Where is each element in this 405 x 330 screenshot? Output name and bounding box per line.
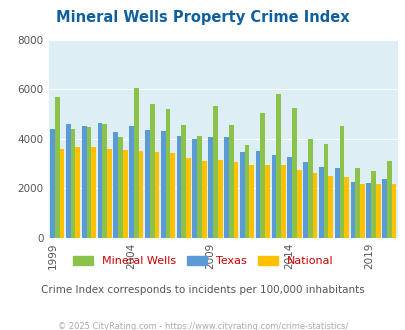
Bar bbox=[350, 182, 354, 238]
Bar bbox=[123, 150, 127, 238]
Bar bbox=[165, 109, 170, 238]
Bar bbox=[343, 177, 348, 238]
Bar bbox=[160, 131, 165, 238]
Bar bbox=[287, 157, 291, 238]
Bar bbox=[70, 129, 75, 238]
Bar bbox=[102, 124, 107, 238]
Bar bbox=[201, 161, 206, 238]
Bar bbox=[55, 96, 60, 238]
Bar bbox=[81, 126, 86, 238]
Bar bbox=[318, 167, 323, 238]
Bar bbox=[91, 147, 96, 238]
Bar bbox=[303, 162, 307, 238]
Bar bbox=[233, 162, 238, 238]
Bar bbox=[134, 88, 139, 238]
Bar bbox=[239, 152, 244, 238]
Text: © 2025 CityRating.com - https://www.cityrating.com/crime-statistics/: © 2025 CityRating.com - https://www.city… bbox=[58, 322, 347, 330]
Bar bbox=[139, 151, 143, 238]
Bar bbox=[129, 126, 134, 238]
Bar bbox=[50, 129, 55, 238]
Bar bbox=[381, 180, 386, 238]
Bar bbox=[244, 145, 249, 238]
Bar bbox=[208, 137, 213, 238]
Bar bbox=[375, 184, 380, 238]
Bar bbox=[118, 137, 123, 238]
Legend: Mineral Wells, Texas, National: Mineral Wells, Texas, National bbox=[68, 251, 337, 271]
Bar bbox=[386, 161, 391, 238]
Text: Mineral Wells Property Crime Index: Mineral Wells Property Crime Index bbox=[56, 10, 349, 25]
Bar bbox=[255, 151, 260, 238]
Bar bbox=[365, 183, 370, 238]
Bar bbox=[339, 126, 343, 238]
Bar bbox=[181, 125, 185, 238]
Bar bbox=[60, 148, 64, 238]
Bar bbox=[323, 144, 328, 238]
Bar bbox=[312, 173, 317, 238]
Bar bbox=[145, 130, 149, 238]
Bar bbox=[185, 158, 190, 238]
Bar bbox=[192, 139, 197, 238]
Bar bbox=[328, 176, 333, 238]
Bar bbox=[296, 170, 301, 238]
Bar bbox=[228, 125, 233, 238]
Bar bbox=[370, 171, 375, 238]
Bar bbox=[275, 94, 280, 238]
Text: Crime Index corresponds to incidents per 100,000 inhabitants: Crime Index corresponds to incidents per… bbox=[41, 285, 364, 295]
Bar bbox=[170, 153, 175, 238]
Bar bbox=[271, 155, 275, 238]
Bar bbox=[113, 132, 118, 238]
Bar bbox=[260, 113, 264, 238]
Bar bbox=[86, 127, 91, 238]
Bar bbox=[264, 165, 269, 238]
Bar bbox=[197, 136, 201, 238]
Bar bbox=[334, 168, 339, 238]
Bar bbox=[391, 184, 395, 238]
Bar bbox=[213, 106, 217, 238]
Bar bbox=[280, 165, 285, 238]
Bar bbox=[75, 147, 80, 238]
Bar bbox=[217, 160, 222, 238]
Bar bbox=[354, 168, 359, 238]
Bar bbox=[224, 137, 228, 238]
Bar bbox=[66, 124, 70, 238]
Bar bbox=[107, 148, 111, 238]
Bar bbox=[359, 184, 364, 238]
Bar bbox=[291, 108, 296, 238]
Bar bbox=[97, 122, 102, 238]
Bar bbox=[307, 139, 312, 238]
Bar bbox=[176, 136, 181, 238]
Bar bbox=[149, 104, 154, 238]
Bar bbox=[154, 152, 159, 238]
Bar bbox=[249, 165, 254, 238]
